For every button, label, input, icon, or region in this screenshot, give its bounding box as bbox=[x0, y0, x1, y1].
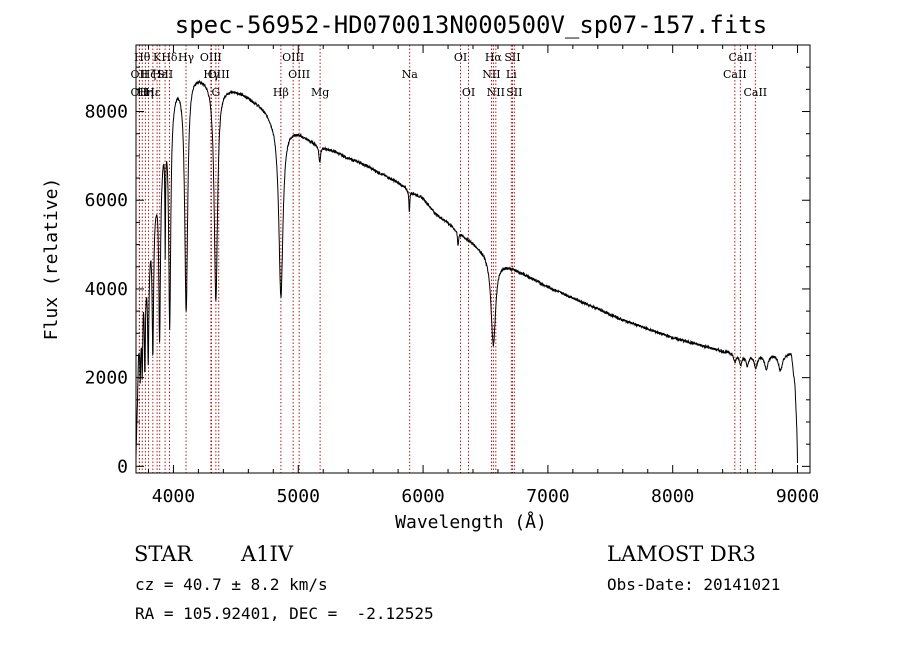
line-marker-label: OIII bbox=[208, 68, 230, 81]
line-marker-label: NII bbox=[482, 68, 500, 81]
line-marker-label: OIII bbox=[282, 51, 304, 64]
y-tick-label: 8000 bbox=[85, 102, 128, 123]
line-marker-label: OI bbox=[462, 86, 475, 99]
line-marker-label: Hβ bbox=[273, 86, 289, 99]
line-marker-label: Mg bbox=[311, 86, 329, 99]
plot-frame bbox=[135, 44, 811, 474]
y-tick-label: 6000 bbox=[85, 190, 128, 211]
coordinates-text: RA = 105.92401, DEC = -2.12525 bbox=[135, 604, 434, 623]
line-marker-label: NII bbox=[487, 86, 505, 99]
x-tick-label: 9000 bbox=[776, 486, 819, 507]
line-marker-label: Hγ bbox=[203, 68, 220, 81]
y-tick-label: 2000 bbox=[85, 368, 128, 389]
y-tick-label: 0 bbox=[117, 456, 128, 477]
line-marker-label: OI bbox=[454, 51, 467, 64]
line-marker-label: Hθ bbox=[134, 51, 151, 64]
line-marker-label: Hζ bbox=[141, 68, 157, 81]
line-marker-label: OIII bbox=[200, 51, 222, 64]
x-axis-label: Wavelength (Å) bbox=[395, 511, 547, 533]
chart-title: spec-56952-HD070013N000500V_sp07-157.fit… bbox=[175, 11, 767, 39]
line-marker-label: CaII bbox=[729, 51, 753, 64]
line-marker-label: Na bbox=[402, 68, 419, 81]
x-tick-label: 6000 bbox=[401, 486, 444, 507]
line-marker-label: Hη bbox=[137, 86, 153, 99]
line-marker-label: Hε bbox=[145, 86, 161, 99]
line-marker-label: SII bbox=[157, 68, 173, 81]
line-marker-label: CaII bbox=[743, 86, 767, 99]
spectrum-line bbox=[135, 79, 798, 464]
line-marker-label: Hε bbox=[152, 68, 168, 81]
line-marker-label: Hδ bbox=[161, 51, 178, 64]
axis-ticks: 4000 5000 6000 7000 8000 9000 0 2000 4000 6000 800… bbox=[85, 45, 819, 507]
y-axis-label: Flux (relative) bbox=[41, 178, 62, 341]
line-marker-label: SII bbox=[506, 86, 522, 99]
line-marker-label: OIII bbox=[288, 68, 310, 81]
line-marker-label: Hα bbox=[485, 51, 503, 64]
line-marker-label: Hγ bbox=[178, 51, 195, 64]
obs-date-text: Obs-Date: 20141021 bbox=[607, 575, 780, 594]
line-marker-label: G bbox=[211, 86, 220, 99]
x-tick-label: 5000 bbox=[277, 486, 320, 507]
line-marker-label: CaII bbox=[723, 68, 747, 81]
x-tick-label: 4000 bbox=[152, 486, 195, 507]
line-marker-label: SII bbox=[504, 51, 520, 64]
redshift-text: cz = 40.7 ± 8.2 km/s bbox=[135, 575, 328, 594]
line-marker-label: Li bbox=[506, 68, 517, 81]
x-tick-label: 8000 bbox=[651, 486, 694, 507]
x-tick-label: 7000 bbox=[526, 486, 569, 507]
line-marker-layer bbox=[138, 45, 756, 473]
y-tick-label: 4000 bbox=[85, 279, 128, 300]
survey-name: LAMOST DR3 bbox=[607, 542, 756, 566]
object-class: STAR bbox=[134, 542, 193, 566]
line-marker-label: OII bbox=[131, 68, 149, 81]
line-marker-label: OII bbox=[131, 86, 149, 99]
object-subclass: A1IV bbox=[240, 542, 294, 566]
line-marker-label: K bbox=[153, 51, 162, 64]
